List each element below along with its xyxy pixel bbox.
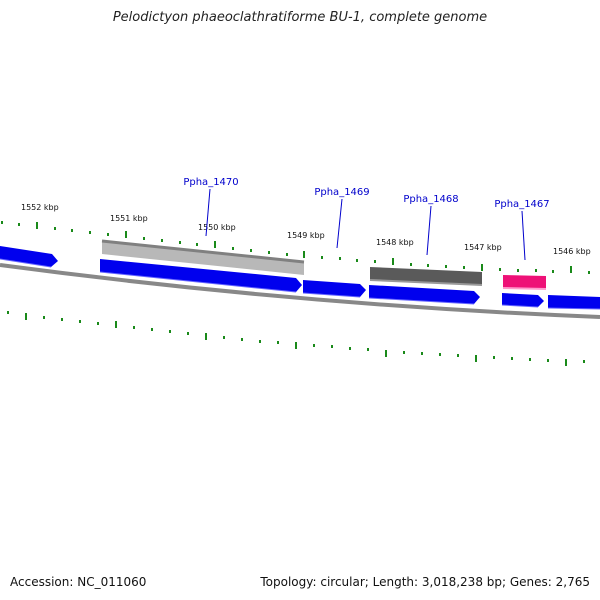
feature-bar-dark-edge bbox=[369, 279, 483, 286]
gene-label[interactable]: Ppha_1468 bbox=[403, 194, 458, 205]
scale-label: 1549 kbp bbox=[287, 231, 325, 240]
scale-label: 1552 kbp bbox=[21, 203, 59, 212]
gene-label[interactable]: Ppha_1467 bbox=[494, 199, 549, 210]
scale-label: 1551 kbp bbox=[110, 214, 148, 223]
gene-arrow-edge bbox=[547, 307, 600, 310]
feature-bar-pink-edge bbox=[502, 287, 547, 290]
scale-label: 1547 kbp bbox=[464, 243, 502, 252]
upper-tick-ring bbox=[1, 221, 590, 274]
gene-arrow[interactable] bbox=[502, 293, 544, 307]
gene-arrow-edge bbox=[368, 297, 475, 305]
scale-label: 1550 kbp bbox=[198, 223, 236, 232]
gene-arrow-edge bbox=[0, 258, 52, 268]
gene-arrow[interactable] bbox=[303, 280, 366, 297]
accession-label: Accession: NC_011060 bbox=[10, 575, 147, 589]
gene-label-leader bbox=[205, 188, 211, 237]
gene-label-leader bbox=[336, 198, 343, 249]
gene-arrow[interactable] bbox=[100, 259, 302, 292]
gene-arrow-edge bbox=[501, 304, 539, 308]
scale-label: 1546 kbp bbox=[553, 247, 591, 256]
gene-arrow-edge bbox=[302, 292, 361, 298]
scale-label: 1548 kbp bbox=[376, 238, 414, 247]
map-title: Pelodictyon phaeoclathratiforme BU-1, co… bbox=[112, 10, 488, 25]
gene-label-leader bbox=[521, 210, 526, 261]
gene-label[interactable]: Ppha_1469 bbox=[314, 187, 369, 198]
genome-backbone bbox=[0, 263, 600, 319]
lower-tick-ring bbox=[7, 311, 585, 366]
gene-arrow[interactable] bbox=[0, 246, 58, 267]
gene-arrow-edge bbox=[99, 271, 297, 293]
gene-arrow[interactable] bbox=[548, 295, 600, 309]
gene-label-leader bbox=[426, 205, 432, 256]
gene-label[interactable]: Ppha_1470 bbox=[183, 177, 238, 188]
feature-bar-light[interactable] bbox=[102, 241, 304, 275]
genome-summary: Topology: circular; Length: 3,018,238 bp… bbox=[260, 575, 590, 589]
feature-bar-light-edge bbox=[101, 239, 305, 264]
feature-bar-pink[interactable] bbox=[503, 275, 546, 289]
